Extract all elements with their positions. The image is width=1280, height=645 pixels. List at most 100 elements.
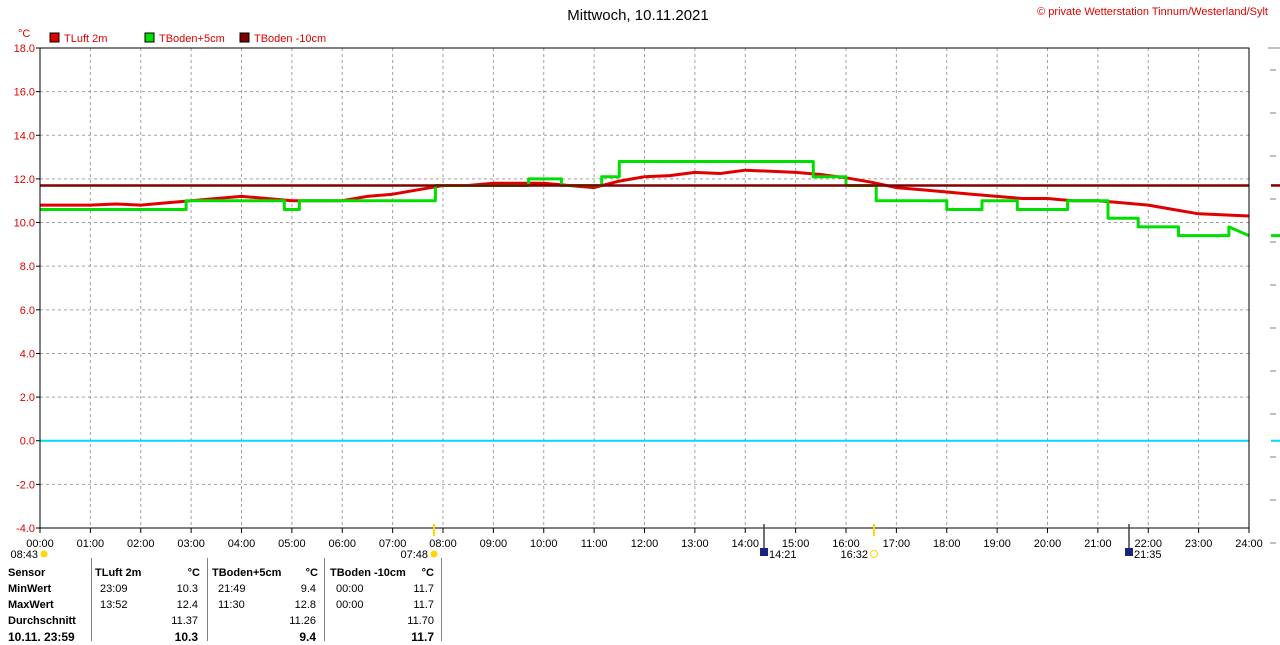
sun-icon	[870, 550, 878, 558]
sun-icon	[430, 550, 438, 558]
sun-event-label: 08:43	[10, 549, 38, 558]
sun-events: 08:43 07:48 14:21 16:32 21:35	[10, 524, 1162, 558]
header-unit-2: °C	[305, 567, 318, 579]
y-tick-label: -4.0	[16, 523, 35, 535]
y-tick-label: 18.0	[14, 43, 35, 55]
x-tick-label: 12:00	[631, 538, 659, 550]
legend-swatch	[239, 32, 250, 43]
x-tick-label: 14:00	[731, 538, 759, 550]
series-line-tboden-plus5cm	[40, 160, 1250, 238]
value-1: 10.3	[174, 630, 198, 644]
x-tick-label: 10:00	[530, 538, 558, 550]
y-tick-label: 16.0	[14, 87, 35, 99]
sun-event-label: 07:48	[400, 549, 428, 558]
value-1: 12.4	[176, 599, 198, 611]
chart: Mittwoch, 10.11.2021 © private Wettersta…	[10, 6, 1280, 558]
x-tick-label: 22:00	[1134, 538, 1162, 550]
value-3: 11.7	[413, 583, 434, 595]
value-3: 11.70	[407, 615, 434, 627]
y-tick-label: 6.0	[20, 305, 35, 317]
x-tick-label: 15:00	[782, 538, 810, 550]
table-row-average: Durchschnitt 11.37 11.26 11.70	[0, 613, 442, 629]
x-tick-label: 01:00	[77, 538, 105, 550]
time-2: 11:30	[218, 599, 245, 611]
x-tick-label: 24:00	[1235, 538, 1263, 550]
x-tick-label: 06:00	[328, 538, 356, 550]
row-label: MaxWert	[8, 599, 54, 611]
value-3: 11.7	[413, 599, 434, 611]
header-sensor: Sensor	[8, 567, 46, 579]
x-tick-label: 21:00	[1084, 538, 1112, 550]
x-tick-label: 23:00	[1185, 538, 1213, 550]
value-2: 12.8	[294, 599, 316, 611]
legend-label: TLuft 2m	[64, 33, 107, 45]
x-tick-label: 00:00	[26, 538, 54, 550]
legend-swatch	[144, 32, 155, 43]
table-row-min: MinWert 23:09 10.3 21:49 9.4 00:00 11.7	[0, 581, 442, 597]
value-2: 11.26	[289, 615, 316, 627]
x-tick-label: 20:00	[1034, 538, 1062, 550]
grid	[40, 48, 1249, 528]
header-sensor-2: TBoden+5cm	[212, 567, 282, 579]
x-tick-label: 17:00	[883, 538, 911, 550]
x-tick-label: 18:00	[933, 538, 961, 550]
right-scale	[1268, 47, 1280, 544]
sun-icon	[40, 550, 48, 558]
value-3: 11.7	[411, 630, 434, 644]
x-tick-label: 13:00	[681, 538, 709, 550]
table-header: Sensor TLuft 2m °C TBoden+5cm °C TBoden …	[0, 565, 442, 581]
x-tick-label: 05:00	[278, 538, 306, 550]
table-row-current: 10.11. 23:59 10.3 9.4 11.7	[0, 629, 442, 645]
y-tick-label: -2.0	[16, 479, 35, 491]
row-label: Durchschnitt	[8, 615, 76, 627]
value-1: 11.37	[171, 615, 198, 627]
y-axis: 18.0 16.0 14.0 12.0 10.0 8.0 6.0 4.0 2.0 0.0 -2.0 -…	[14, 43, 40, 535]
row-label: 10.11. 23:59	[8, 630, 75, 644]
y-axis-label: °C	[18, 28, 30, 40]
time-3: 00:00	[336, 599, 364, 611]
value-2: 9.4	[300, 583, 316, 595]
moon-icon	[760, 548, 768, 556]
copyright-text: © private Wetterstation Tinnum/Westerlan…	[1037, 6, 1268, 18]
value-2: 9.4	[299, 630, 316, 644]
time-3: 00:00	[336, 583, 364, 595]
time-1: 23:09	[100, 583, 128, 595]
legend-label: TBoden -10cm	[254, 33, 326, 45]
legend-swatch	[49, 32, 60, 43]
y-tick-label: 10.0	[14, 218, 35, 230]
x-tick-label: 11:00	[581, 538, 608, 550]
series-group	[40, 160, 1250, 238]
chart-title: Mittwoch, 10.11.2021	[567, 7, 708, 24]
x-tick-label: 03:00	[177, 538, 205, 550]
x-axis: 00:00 01:00 02:00 03:00 04:00 05:00 06:00 07:00…	[26, 528, 1263, 550]
y-tick-label: 4.0	[20, 348, 35, 360]
x-tick-label: 04:00	[228, 538, 256, 550]
x-tick-label: 19:00	[983, 538, 1011, 550]
moon-event-label: 14:21	[769, 549, 797, 558]
moon-icon	[1125, 548, 1133, 556]
time-1: 13:52	[100, 599, 128, 611]
moon-event-label: 21:35	[1134, 549, 1162, 558]
x-tick-label: 09:00	[480, 538, 508, 550]
legend: TLuft 2m TBoden+5cm TBoden -10cm	[49, 32, 326, 45]
y-tick-label: 2.0	[20, 392, 35, 404]
legend-label: TBoden+5cm	[159, 33, 225, 45]
time-2: 21:49	[218, 583, 246, 595]
header-sensor-1: TLuft 2m	[95, 567, 142, 579]
x-tick-label: 16:00	[832, 538, 860, 550]
y-tick-label: 0.0	[20, 436, 35, 448]
header-sensor-3: TBoden -10cm	[330, 567, 406, 579]
stats-table: Sensor TLuft 2m °C TBoden+5cm °C TBoden …	[0, 558, 442, 644]
y-tick-label: 8.0	[20, 261, 35, 273]
sun-event-label: 16:32	[840, 549, 868, 558]
header-unit-1: °C	[187, 567, 200, 579]
y-tick-label: 14.0	[14, 130, 35, 142]
header-unit-3: °C	[421, 567, 434, 579]
table-row-max: MaxWert 13:52 12.4 11:30 12.8 00:00 11.7	[0, 597, 442, 613]
x-tick-label: 07:00	[379, 538, 407, 550]
x-tick-label: 08:00	[429, 538, 457, 550]
value-1: 10.3	[176, 583, 198, 595]
y-tick-label: 12.0	[14, 174, 35, 186]
x-tick-label: 02:00	[127, 538, 155, 550]
series-line-tluft-2m	[40, 168, 1250, 218]
